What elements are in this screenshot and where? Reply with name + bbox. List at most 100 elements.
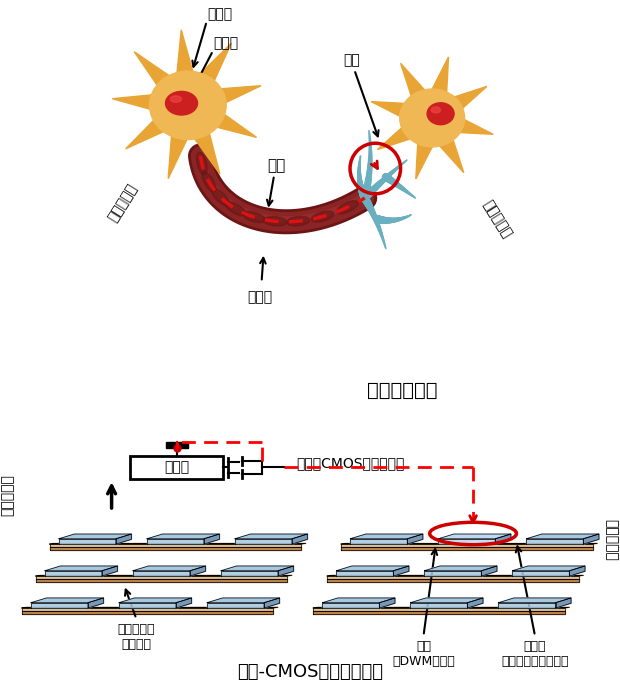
Polygon shape xyxy=(235,534,308,539)
Polygon shape xyxy=(341,544,593,547)
Text: 细胞核
（神经元磁隧道结）: 细胞核 （神经元磁隧道结） xyxy=(502,640,569,668)
Polygon shape xyxy=(526,534,599,539)
Polygon shape xyxy=(176,598,192,608)
Ellipse shape xyxy=(170,96,182,102)
Text: 突触
（DWM模块）: 突触 （DWM模块） xyxy=(392,640,455,668)
Text: 自旋-CMOS混合神经网络: 自旋-CMOS混合神经网络 xyxy=(237,663,383,681)
Polygon shape xyxy=(204,534,219,544)
Polygon shape xyxy=(556,598,571,608)
Polygon shape xyxy=(59,539,116,544)
Ellipse shape xyxy=(211,188,229,206)
Polygon shape xyxy=(495,534,511,544)
Polygon shape xyxy=(341,547,593,550)
Polygon shape xyxy=(498,603,556,608)
Polygon shape xyxy=(133,571,190,576)
Polygon shape xyxy=(292,534,308,544)
Ellipse shape xyxy=(243,212,265,223)
Ellipse shape xyxy=(202,171,216,192)
Polygon shape xyxy=(221,566,294,571)
Polygon shape xyxy=(481,566,497,576)
Polygon shape xyxy=(112,29,261,179)
Polygon shape xyxy=(350,539,407,544)
Polygon shape xyxy=(50,544,301,547)
Text: 轴突: 轴突 xyxy=(267,158,285,173)
Polygon shape xyxy=(147,539,204,544)
Polygon shape xyxy=(278,566,294,576)
Ellipse shape xyxy=(286,216,310,226)
Ellipse shape xyxy=(197,152,207,175)
Text: 生物神经网络: 生物神经网络 xyxy=(368,382,438,400)
Polygon shape xyxy=(341,543,597,544)
Text: 传递神经元: 传递神经元 xyxy=(1,474,14,516)
Ellipse shape xyxy=(431,107,441,113)
Polygon shape xyxy=(512,571,569,576)
Polygon shape xyxy=(35,576,288,580)
Polygon shape xyxy=(467,598,483,608)
Polygon shape xyxy=(45,566,118,571)
Polygon shape xyxy=(35,580,288,582)
Polygon shape xyxy=(313,611,565,614)
Polygon shape xyxy=(313,608,565,611)
Polygon shape xyxy=(119,598,192,603)
Polygon shape xyxy=(498,598,571,603)
Polygon shape xyxy=(350,534,423,539)
Polygon shape xyxy=(207,603,264,608)
Polygon shape xyxy=(35,575,292,576)
Ellipse shape xyxy=(311,211,334,222)
Polygon shape xyxy=(147,534,219,539)
Polygon shape xyxy=(50,547,301,550)
Polygon shape xyxy=(322,598,395,603)
Polygon shape xyxy=(235,539,292,544)
Text: 锁存器: 锁存器 xyxy=(164,460,189,475)
Text: 传递神经元: 传递神经元 xyxy=(105,181,140,224)
Polygon shape xyxy=(102,566,118,576)
Polygon shape xyxy=(264,598,280,608)
Polygon shape xyxy=(393,566,409,576)
Text: 电信号: 电信号 xyxy=(247,290,272,305)
Bar xyxy=(166,442,188,448)
Ellipse shape xyxy=(337,201,358,214)
Polygon shape xyxy=(45,571,102,576)
Ellipse shape xyxy=(400,89,464,147)
Ellipse shape xyxy=(427,103,454,125)
Ellipse shape xyxy=(264,216,286,226)
Ellipse shape xyxy=(225,202,246,216)
Polygon shape xyxy=(31,603,88,608)
Polygon shape xyxy=(59,534,131,539)
Polygon shape xyxy=(327,576,579,580)
Text: 接受神经元: 接受神经元 xyxy=(604,519,618,561)
Text: 轴突（CMOS探测单元）: 轴突（CMOS探测单元） xyxy=(296,456,405,471)
Polygon shape xyxy=(327,580,579,582)
Polygon shape xyxy=(133,566,206,571)
Text: 细胞体: 细胞体 xyxy=(207,7,232,21)
Text: 神经元胞体
（通道）: 神经元胞体 （通道） xyxy=(118,623,155,651)
Polygon shape xyxy=(119,603,176,608)
Polygon shape xyxy=(512,566,585,571)
Polygon shape xyxy=(438,534,511,539)
Polygon shape xyxy=(407,534,423,544)
Polygon shape xyxy=(336,571,393,576)
Polygon shape xyxy=(221,571,278,576)
Text: 细胞核: 细胞核 xyxy=(213,36,238,51)
Polygon shape xyxy=(88,598,104,608)
Polygon shape xyxy=(379,598,395,608)
Polygon shape xyxy=(31,598,104,603)
Polygon shape xyxy=(424,566,497,571)
Ellipse shape xyxy=(166,91,198,115)
Polygon shape xyxy=(336,566,409,571)
Polygon shape xyxy=(438,539,495,544)
Polygon shape xyxy=(116,534,131,544)
Polygon shape xyxy=(327,575,583,576)
Polygon shape xyxy=(424,571,481,576)
Polygon shape xyxy=(50,543,306,544)
Polygon shape xyxy=(371,57,493,179)
Polygon shape xyxy=(22,608,273,611)
Text: 接受神经元: 接受神经元 xyxy=(480,197,515,240)
Polygon shape xyxy=(410,598,483,603)
Polygon shape xyxy=(410,603,467,608)
Text: 突触: 突触 xyxy=(343,53,360,67)
Ellipse shape xyxy=(149,71,226,140)
Polygon shape xyxy=(22,611,273,614)
Polygon shape xyxy=(526,539,583,544)
Bar xyxy=(130,456,223,480)
